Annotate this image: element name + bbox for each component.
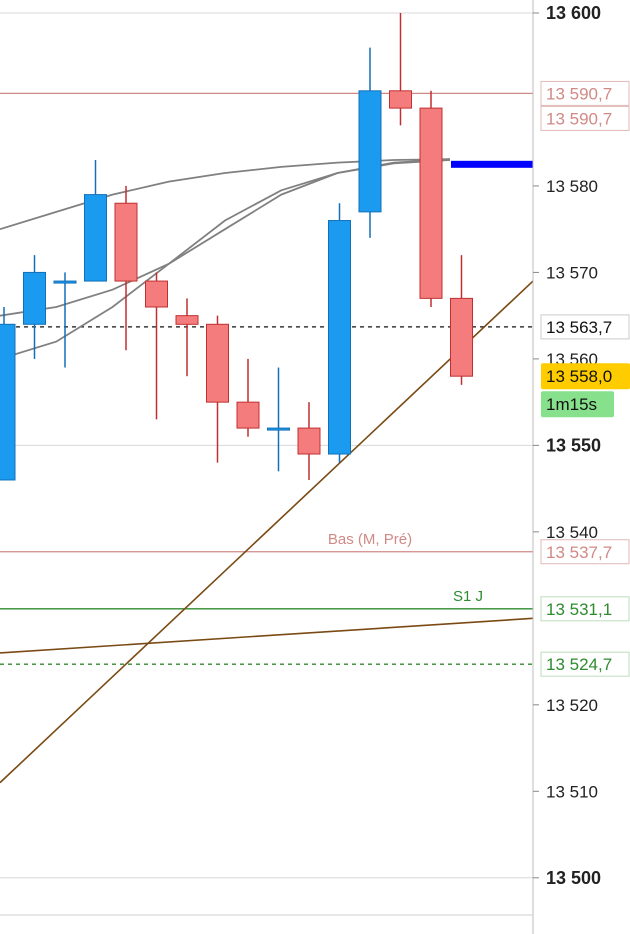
candle-body	[114, 202, 138, 282]
timer-tag: 1m15s	[541, 391, 614, 418]
tick-label: 13 580	[546, 177, 598, 196]
price-tag: 13 537,7	[540, 539, 630, 565]
candle-body	[389, 90, 412, 109]
candle-body	[297, 427, 321, 455]
candle-body	[84, 194, 107, 282]
price-tag-label: 13 524,7	[546, 655, 612, 674]
candle	[145, 272, 168, 420]
price-tag-box	[540, 80, 630, 106]
candle-body	[0, 323, 16, 481]
price-tag: 13 590,7	[540, 105, 630, 131]
price-tag-label: 13 590,7	[546, 84, 612, 103]
level-label: S1 J	[453, 588, 483, 605]
price-tag: 13 531,1	[540, 596, 630, 622]
blue-marker	[451, 160, 533, 168]
candle	[328, 203, 351, 463]
tick-label: 13 520	[546, 696, 598, 715]
tick-label: 13 540	[546, 523, 598, 542]
current-price-tag: 13 558,0	[541, 363, 630, 390]
price-tag-box	[540, 105, 630, 131]
trend-line	[0, 280, 534, 784]
candle-body	[328, 220, 351, 455]
price-tag: 13 524,7	[540, 651, 630, 677]
candle	[84, 159, 107, 282]
trend-line	[0, 617, 534, 654]
candle	[450, 255, 473, 385]
candle-body	[23, 271, 46, 325]
candle-body	[419, 107, 443, 299]
candle	[358, 47, 382, 238]
tick-label: 13 570	[546, 263, 598, 282]
candle	[297, 402, 321, 480]
tick-label: 13 500	[546, 868, 601, 888]
price-tag-label: 13 563,7	[546, 318, 612, 337]
price-tags: 13 590,7 13 563,7 13 537,7 13 531,1 13 524,7…	[540, 80, 630, 677]
candle-body	[53, 280, 77, 284]
candle-body	[450, 297, 473, 377]
candles	[0, 12, 473, 481]
tick-label: 13 550	[546, 435, 601, 455]
price-tag-label: 13 590,7	[546, 109, 612, 128]
timer-box	[541, 391, 614, 418]
price-levels: Bas (M, Pré) S1 J	[0, 92, 533, 665]
candle	[389, 12, 412, 126]
candle	[53, 272, 77, 368]
price-tag-label: 13 537,7	[546, 543, 612, 562]
candle	[175, 298, 199, 377]
candle	[206, 315, 229, 463]
moving-average-line	[0, 158, 451, 317]
price-tag-box	[540, 651, 630, 677]
tick-label: 13 510	[546, 782, 598, 801]
price-tag-box	[540, 314, 630, 340]
candle	[236, 358, 260, 437]
price-tag: 13 563,7	[540, 314, 630, 340]
trend-lines	[0, 280, 534, 784]
timer-label: 1m15s	[546, 395, 597, 414]
candle	[419, 90, 443, 308]
candle-body	[206, 323, 229, 403]
price-tag-box	[540, 596, 630, 622]
price-tag-label: 13 531,1	[546, 600, 612, 619]
candle-body	[236, 401, 260, 429]
candle	[114, 185, 138, 351]
moving-average-line	[0, 158, 451, 231]
candle	[267, 367, 290, 472]
candle-body	[358, 90, 382, 213]
candle	[23, 255, 46, 359]
tick-label: 13 600	[546, 3, 601, 23]
price-tag: 13 590,7	[540, 80, 630, 106]
price-tag-box	[540, 539, 630, 565]
candle-body	[145, 280, 168, 308]
blue-marker-bar	[451, 160, 533, 168]
level-label: Bas (M, Pré)	[328, 531, 412, 548]
candle-body	[267, 427, 290, 431]
candle-body	[175, 315, 199, 325]
grid-lines	[0, 12, 533, 879]
candle	[0, 307, 16, 481]
current-price-label: 13 558,0	[546, 367, 612, 386]
current-price-box	[541, 363, 630, 390]
